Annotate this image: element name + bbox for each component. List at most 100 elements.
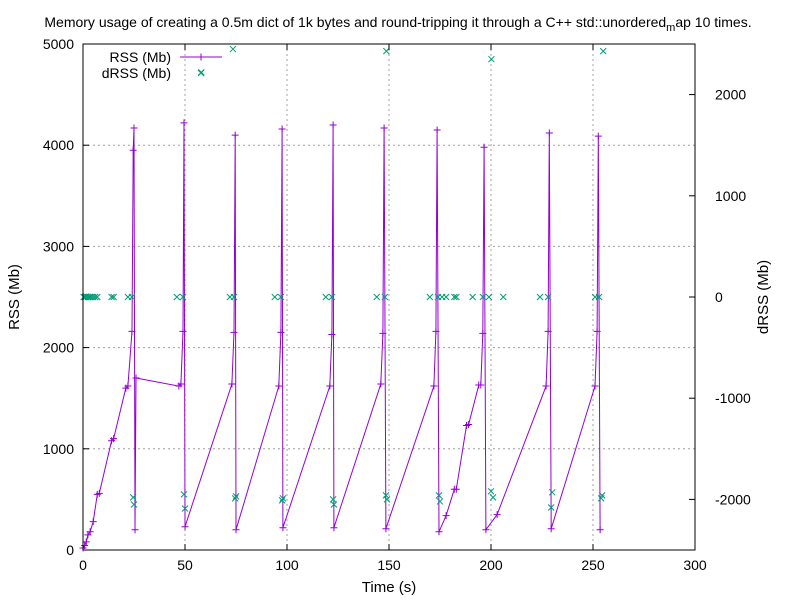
drss-data-point [381, 293, 389, 301]
y-tick-label: 0 [66, 542, 74, 558]
y2-tick-label: 0 [715, 289, 723, 305]
drss-data-point [110, 293, 117, 301]
drss-data-point [271, 293, 279, 301]
drss-data-point [84, 293, 92, 301]
drss-data-point [383, 496, 391, 503]
rss-data-point [379, 329, 387, 337]
drss-data-point [499, 293, 507, 301]
rss-data-point [177, 380, 185, 388]
drss-data-point [469, 293, 476, 301]
drss-data-point [442, 293, 450, 301]
drss-data-point [599, 47, 607, 55]
drss-data-point [128, 293, 136, 301]
rss-data-point [275, 382, 283, 390]
y2-tick-label: 2000 [715, 87, 746, 103]
rss-data-point [82, 538, 90, 546]
drss-data-point [548, 488, 556, 496]
drss-data-point [229, 45, 237, 53]
x-tick-label: 150 [377, 557, 401, 573]
drss-data-point [479, 293, 487, 301]
drss-data-point [485, 293, 493, 301]
drss-data-point [130, 501, 138, 508]
drss-data-point [231, 495, 239, 502]
drss-data-point [488, 55, 495, 63]
drss-data-point [180, 490, 188, 498]
x-tick-label: 100 [275, 557, 299, 573]
drss-data-point [181, 505, 189, 512]
drss-data-point [436, 498, 444, 505]
drss-data-point [278, 497, 286, 504]
rss-data-point [330, 524, 338, 532]
rss-data-point [442, 512, 450, 520]
y2-tick-label: 1000 [715, 188, 746, 204]
chart-title-tail: ap 10 times. [675, 14, 751, 30]
drss-data-point [489, 494, 497, 501]
rss-data-point [131, 526, 139, 534]
y-tick-label: 3000 [43, 238, 74, 254]
rss-data-point [278, 125, 286, 133]
rss-data-point [81, 541, 89, 549]
rss-data-point [433, 126, 441, 134]
rss-data-point [326, 382, 334, 390]
rss-data-point [89, 518, 97, 526]
drss-data-point [452, 293, 460, 301]
chart-title-main: Memory usage of creating a 0.5m dict of … [44, 14, 666, 30]
drss-data-point [435, 491, 443, 499]
drss-data-point [230, 293, 238, 301]
rss-data-point [86, 528, 94, 536]
drss-data-point [595, 293, 603, 301]
rss-data-point [594, 132, 602, 140]
drss-data-point [277, 293, 285, 301]
rss-data-point [596, 526, 604, 534]
drss-data-point [232, 493, 240, 500]
rss-data-point [382, 525, 390, 533]
x-axis-label: Time (s) [362, 579, 416, 596]
rss-data-point [477, 381, 485, 389]
rss-data-point [482, 526, 490, 534]
rss-data-point [479, 329, 487, 337]
rss-data-point [380, 124, 388, 132]
rss-data-point [132, 374, 140, 382]
rss-data-point [328, 330, 336, 338]
rss-data-point [465, 421, 473, 429]
y2-tick-label: -1000 [715, 390, 751, 406]
legend-point-rss [197, 53, 205, 61]
rss-data-point [130, 124, 138, 132]
rss-data-point [128, 327, 136, 335]
rss-data-point [493, 511, 501, 519]
rss-data-point [593, 327, 601, 335]
x-tick-label: 200 [479, 557, 503, 573]
rss-data-point [542, 382, 550, 390]
drss-data-point [382, 47, 390, 55]
x-axis: 0 50 100 150 200 250 300 [79, 44, 707, 573]
rss-data-point [432, 327, 440, 335]
drss-data-point [279, 495, 287, 502]
rss-data-point [95, 489, 103, 497]
rss-data-point [435, 528, 443, 536]
drss-data-point [328, 293, 336, 301]
rss-data-point [277, 328, 285, 336]
rss-data-point [124, 382, 132, 390]
rss-data-point [232, 526, 240, 534]
legend-marker-rss [197, 53, 205, 61]
drss-data-point [373, 293, 381, 301]
chart-title-subscript: m [666, 22, 675, 34]
y2-axis: -2000 -1000 0 1000 2000 [689, 87, 751, 507]
rss-data-point [547, 525, 555, 533]
rss-data-point [329, 121, 337, 129]
y-tick-label: 5000 [43, 36, 74, 52]
grid [83, 44, 695, 550]
x-tick-label: 0 [79, 557, 87, 573]
x-tick-label: 50 [177, 557, 193, 573]
chart-title: Memory usage of creating a 0.5m dict of … [44, 14, 751, 34]
drss-data-point [91, 293, 99, 301]
rss-data-point [279, 524, 287, 532]
rss-series-line [82, 122, 601, 549]
drss-data-point [330, 501, 338, 508]
y-tick-label: 1000 [43, 441, 74, 457]
legend: RSS (Mb) dRSS (Mb) [102, 49, 222, 81]
legend-label-rss: RSS (Mb) [110, 49, 171, 65]
rss-data-point [480, 143, 488, 151]
drss-data-point [129, 494, 137, 501]
